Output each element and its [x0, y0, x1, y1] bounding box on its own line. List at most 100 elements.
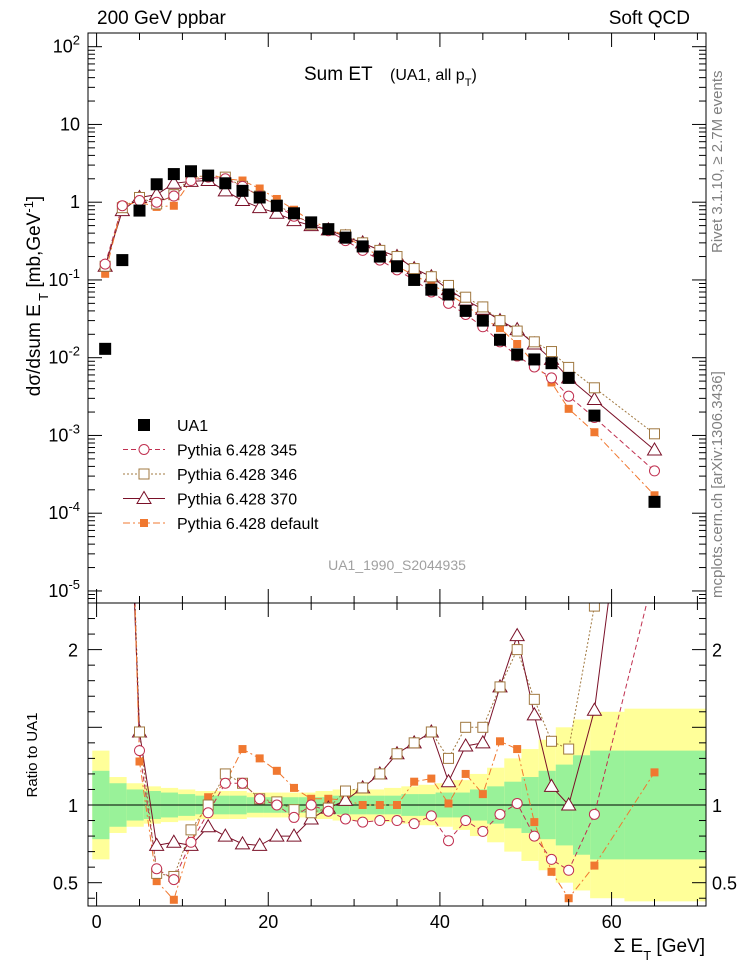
- legend-marker: [138, 444, 150, 455]
- ratio-point: [477, 721, 489, 733]
- ratio-point: [427, 774, 436, 783]
- ratio-point: [444, 799, 453, 808]
- ratio-point: [168, 874, 180, 886]
- ratio-point: [586, 702, 603, 716]
- ratio-point: [374, 815, 386, 827]
- ratio-point: [185, 836, 197, 848]
- plot-title: Sum ET: [304, 64, 373, 85]
- ratio-point: [443, 752, 454, 764]
- ratio-point: [513, 745, 522, 754]
- data-point: [649, 428, 660, 440]
- ratio-point: [217, 828, 234, 842]
- ratio-point: [202, 807, 214, 819]
- data-point: [169, 201, 178, 210]
- ratio-point: [268, 828, 285, 842]
- ratio-y-tick-label: 1: [68, 796, 78, 816]
- side-label-mcplots: mcplots.cern.ch [arXiv:1306.3436]: [709, 371, 726, 598]
- data-point: [425, 283, 438, 296]
- ratio-point: [391, 815, 403, 827]
- ratio-point: [457, 737, 474, 752]
- data-point: [251, 199, 268, 214]
- data-point: [151, 196, 163, 208]
- ratio-point: [238, 745, 247, 754]
- ratio-point: [219, 768, 231, 780]
- ratio-point: [477, 825, 489, 837]
- data-point: [648, 495, 661, 508]
- y-tick-label: 10: [60, 114, 80, 134]
- ratio-point: [563, 864, 575, 876]
- data-point: [270, 199, 283, 212]
- data-point: [268, 205, 285, 219]
- series-line-pythia-6-428-default: [104, 173, 655, 496]
- legend-marker: [138, 468, 150, 480]
- ratio-point: [511, 644, 523, 656]
- ratio-y-tick-label: 2: [68, 641, 78, 661]
- ratio-point: [307, 794, 316, 803]
- ratio-point: [134, 726, 145, 738]
- main-panel-series: [97, 165, 663, 508]
- data-point: [322, 223, 335, 236]
- y-tick-label: 10-4: [48, 499, 80, 523]
- ratio-point: [148, 837, 165, 851]
- ratio-point: [237, 777, 248, 789]
- y-axis-label-main: dσ/dsum E T [mb,GeV-1]: [21, 196, 51, 396]
- ratio-point: [460, 815, 472, 827]
- data-point: [356, 240, 369, 253]
- data-point: [408, 273, 421, 286]
- data-point: [511, 325, 523, 337]
- ratio-point: [375, 801, 384, 809]
- data-point: [408, 263, 420, 275]
- x-tick-label: 0: [92, 912, 102, 932]
- data-point: [511, 348, 524, 361]
- data-point: [255, 184, 264, 193]
- data-point: [586, 391, 603, 405]
- ratio-point: [324, 794, 333, 803]
- y-tick-label: 10-3: [48, 421, 80, 445]
- ratio-point: [511, 797, 523, 809]
- ratio-point: [374, 768, 386, 780]
- ratio-y-tick-label-right: 1: [712, 796, 722, 816]
- data-point: [202, 169, 215, 182]
- ratio-point: [185, 824, 197, 836]
- y-tick-label: 1: [70, 192, 80, 212]
- plot-subtitle: (UA1, all pT): [390, 67, 477, 89]
- ratio-point: [204, 793, 213, 802]
- ratio-point: [117, 178, 127, 188]
- data-point: [150, 178, 163, 191]
- ratio-point: [494, 681, 506, 693]
- header-energy-label: 200 GeV ppbar: [97, 8, 227, 29]
- data-point: [649, 465, 660, 477]
- ratio-point: [564, 894, 573, 903]
- ratio-point: [219, 777, 231, 789]
- ratio-point: [474, 734, 491, 749]
- data-point: [496, 324, 504, 333]
- ratio-point: [530, 818, 539, 827]
- data-point: [564, 404, 573, 413]
- data-point: [528, 353, 541, 366]
- ratio-point: [440, 773, 457, 788]
- ratio-point: [151, 863, 163, 875]
- ratio-point: [234, 835, 251, 850]
- x-axis-label: Σ ET [GeV]: [613, 936, 705, 963]
- ratio-point: [118, 164, 126, 172]
- ratio-point: [590, 861, 599, 870]
- data-point: [391, 251, 403, 263]
- ratio-point: [494, 808, 506, 820]
- data-point: [528, 336, 540, 348]
- ratio-point: [546, 853, 557, 865]
- legend-label: Pythia 6.428 default: [177, 516, 319, 533]
- ratio-point: [305, 799, 317, 811]
- data-point: [494, 315, 506, 327]
- ratio-point: [357, 782, 369, 794]
- legend-marker: [136, 490, 152, 504]
- ratio-y-tick-label: 0.5: [53, 874, 78, 894]
- ratio-point: [391, 748, 403, 760]
- legend: UA1 Pythia 6.428 345 Pythia 6.428 346 Pythi…: [123, 418, 319, 533]
- x-tick-label: 40: [430, 912, 450, 932]
- ratio-point: [254, 793, 266, 805]
- ratio-point: [547, 867, 556, 876]
- data-point: [185, 165, 197, 178]
- y-axis-label-ratio: Ratio to UA1: [24, 712, 41, 797]
- ratio-point: [650, 768, 659, 777]
- y-tick-label: 10-2: [48, 344, 80, 368]
